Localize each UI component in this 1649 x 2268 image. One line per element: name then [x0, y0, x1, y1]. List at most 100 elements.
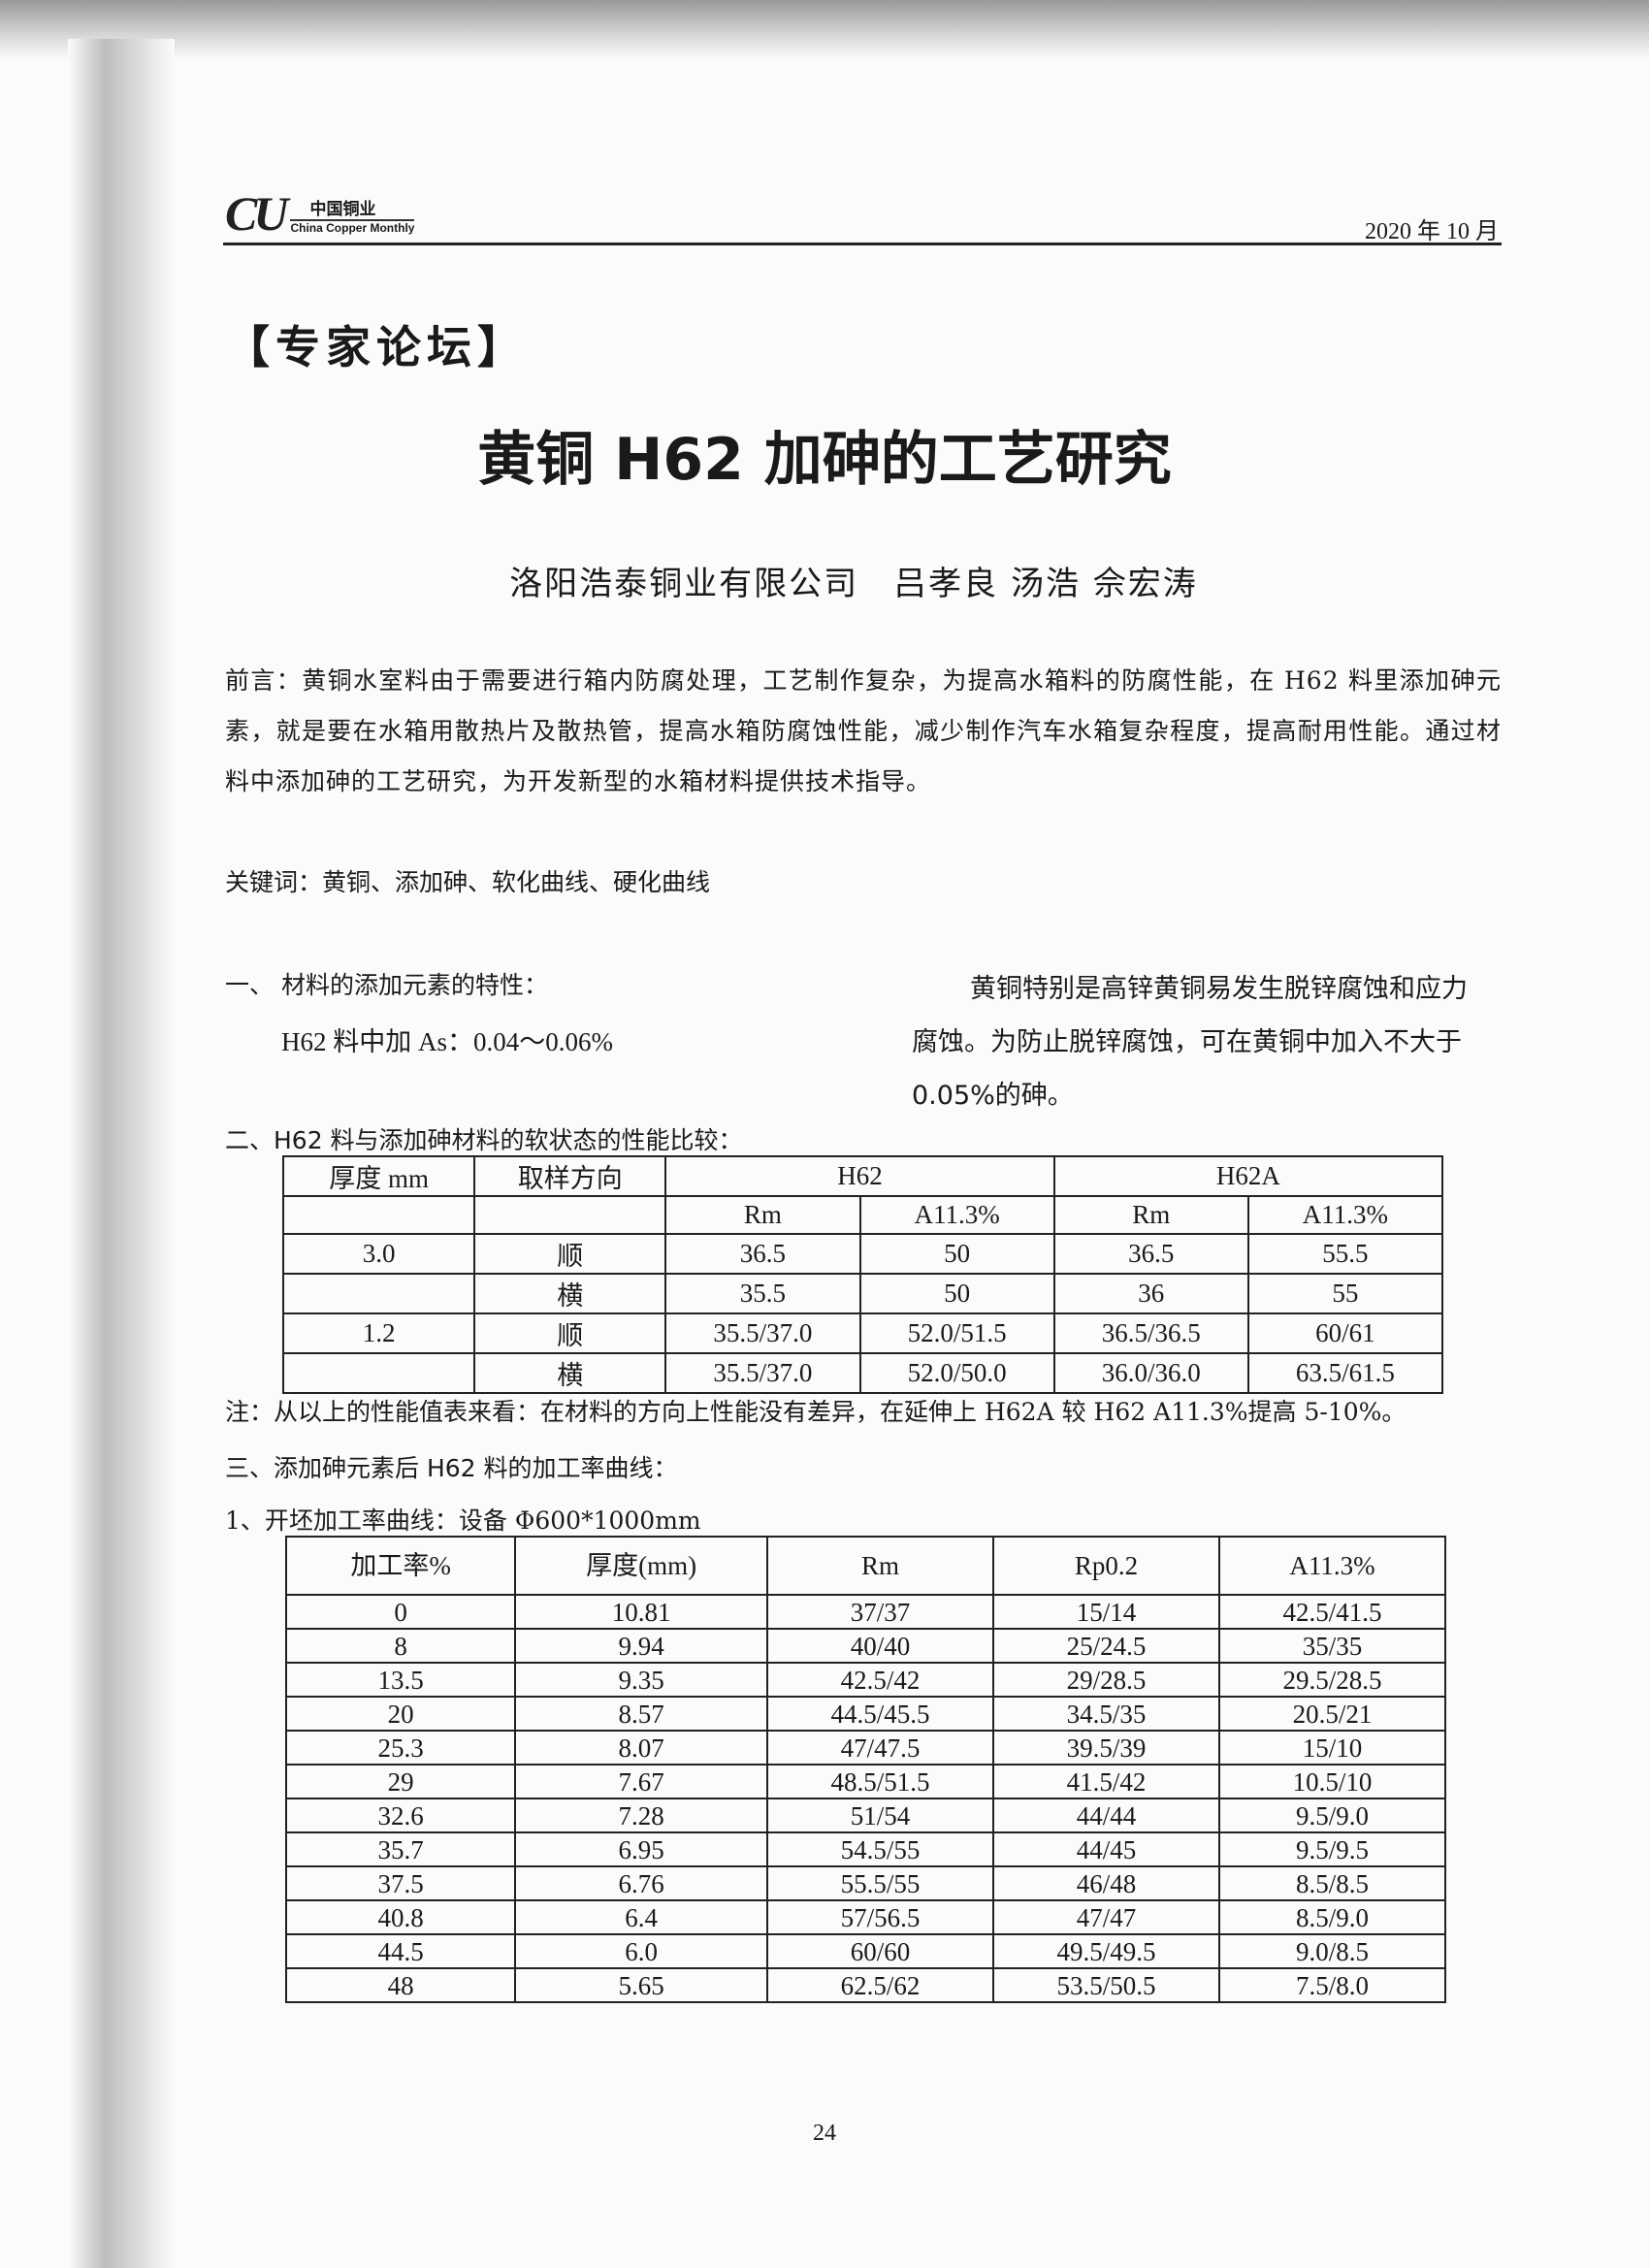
table-row: 25.3 8.07 47/47.5 39.5/39 15/10: [284, 1730, 1447, 1766]
table-cell: 50: [858, 1233, 1055, 1275]
table-row: 32.6 7.28 51/54 44/44 9.5/9.0: [284, 1798, 1447, 1833]
authors: 洛阳浩泰铜业有限公司 吕孝良 汤浩 佘宏涛: [509, 565, 1198, 603]
table-row: 20 8.57 44.5/45.5 34.5/35 20.5/21: [284, 1696, 1447, 1732]
table-cell: 15/10: [1217, 1730, 1447, 1766]
table-cell: 53.5/50.5: [992, 1967, 1220, 2003]
table-row: 40.8 6.4 57/56.5 47/47 8.5/9.0: [284, 1899, 1447, 1935]
table-cell: 62.5/62: [766, 1967, 995, 2003]
table-cell: 63.5/61.5: [1246, 1352, 1444, 1394]
table-row: 48 5.65 62.5/62 53.5/50.5 7.5/8.0: [284, 1967, 1447, 2003]
table-cell: 39.5/39: [992, 1730, 1220, 1766]
logo-cn: 中国铜业: [290, 195, 415, 221]
table-cell: 42.5/42: [766, 1662, 995, 1698]
table-cell: 36.5: [1052, 1233, 1249, 1275]
table-cell: 37.5: [284, 1865, 517, 1901]
table-cell: 60/60: [766, 1933, 995, 1969]
article-title: 黄铜 H62 加砷的工艺研究: [477, 426, 1172, 494]
table-cell: 55: [1246, 1273, 1444, 1314]
header-direction: 取样方向: [473, 1155, 667, 1197]
table-cell: 10.81: [514, 1594, 769, 1630]
table-row: 44.5 6.0 60/60 49.5/49.5 9.0/8.5: [284, 1933, 1447, 1969]
subheader: A11.3%: [858, 1195, 1055, 1235]
table-cell: 8.57: [514, 1696, 769, 1732]
section-1-text: H62 料中加 As：0.04～0.06%: [281, 1027, 613, 1056]
table-cell: 36.5/36.5: [1052, 1312, 1249, 1354]
table-cell: 29/28.5: [992, 1662, 1220, 1698]
table-cell: 57/56.5: [766, 1899, 995, 1935]
table-cell: 36: [1052, 1273, 1249, 1314]
table-cell: 52.0/50.0: [858, 1352, 1055, 1394]
header-h62a: H62A: [1052, 1155, 1444, 1197]
table-cell: 5.65: [514, 1967, 769, 2003]
table-cell: 55.5/55: [766, 1865, 995, 1901]
section-2-heading: 二、H62 料与添加砷材料的软状态的性能比较：: [225, 1126, 743, 1154]
table-cell: 46/48: [992, 1865, 1220, 1901]
table-cell: 8: [284, 1628, 517, 1664]
table-cell: 47/47.5: [766, 1730, 995, 1766]
table-cell: 40.8: [284, 1899, 517, 1935]
table-cell: 50: [858, 1273, 1055, 1314]
table-cell: 9.5/9.5: [1217, 1831, 1447, 1867]
table-cell: 49.5/49.5: [992, 1933, 1220, 1969]
subheader: A11.3%: [1246, 1195, 1444, 1235]
table-cell: 29.5/28.5: [1217, 1662, 1447, 1698]
table-cell: 34.5/35: [992, 1696, 1220, 1732]
table-cell: 42.5/41.5: [1217, 1594, 1447, 1630]
table-cell: 13.5: [284, 1662, 517, 1698]
soft-state-table: 厚度 mm 取样方向 H62 H62A Rm A11.3% Rm A11.3% …: [281, 1155, 1444, 1394]
section-3-heading: 三、添加砷元素后 H62 料的加工率曲线：: [225, 1454, 678, 1482]
table-note: 注：从以上的性能值表来看：在材料的方向上性能没有差异，在延伸上 H62A 较 H…: [225, 1398, 1406, 1426]
column-header: Rp0.2: [992, 1536, 1220, 1596]
table-row: 横 35.5 50 36 55: [281, 1273, 1444, 1314]
table-cell: 35.7: [284, 1831, 517, 1867]
table-cell: 9.94: [514, 1628, 769, 1664]
column-header: 厚度(mm): [514, 1536, 769, 1596]
work-rate-table: 加工率% 厚度(mm) Rm Rp0.2 A11.3% 0 10.81 37/37 15/14…: [284, 1536, 1447, 2003]
blank-cell: [281, 1195, 476, 1235]
table-cell: 15/14: [992, 1594, 1220, 1630]
table-cell: 8.5/9.0: [1217, 1899, 1447, 1935]
table-cell: 1.2: [281, 1312, 476, 1354]
table-row: 35.7 6.95 54.5/55 44/45 9.5/9.5: [284, 1831, 1447, 1867]
table-cell: 35.5/37.0: [664, 1352, 861, 1394]
table-cell: 44.5: [284, 1933, 517, 1969]
table-cell: 29: [284, 1764, 517, 1799]
table-cell: 40/40: [766, 1628, 995, 1664]
table-row: 37.5 6.76 55.5/55 46/48 8.5/8.5: [284, 1865, 1447, 1901]
table-cell: 7.67: [514, 1764, 769, 1799]
column-header: 加工率%: [284, 1536, 517, 1596]
table-row: 1.2 顺 35.5/37.0 52.0/51.5 36.5/36.5 60/61: [281, 1312, 1444, 1354]
logo-mark: CU: [225, 186, 288, 241]
table-cell: 顺: [473, 1233, 667, 1275]
table-cell: 51/54: [766, 1798, 995, 1833]
table-cell: 20.5/21: [1217, 1696, 1447, 1732]
table-cell: 35/35: [1217, 1628, 1447, 1664]
table-cell: 7.28: [514, 1798, 769, 1833]
table-row: 8 9.94 40/40 25/24.5 35/35: [284, 1628, 1447, 1664]
subsection-1-heading: 1、开坯加工率曲线：设备 Φ600*1000mm: [225, 1507, 701, 1535]
table-cell: 6.76: [514, 1865, 769, 1901]
table-row: 3.0 顺 36.5 50 36.5 55.5: [281, 1233, 1444, 1275]
table-cell: 9.0/8.5: [1217, 1933, 1447, 1969]
table-cell: 35.5/37.0: [664, 1312, 861, 1354]
table-cell: 25.3: [284, 1730, 517, 1766]
table-cell: 9.35: [514, 1662, 769, 1698]
table-cell: 6.0: [514, 1933, 769, 1969]
table-cell: 37/37: [766, 1594, 995, 1630]
table-cell: 41.5/42: [992, 1764, 1220, 1799]
table-cell: 32.6: [284, 1798, 517, 1833]
column-header: A11.3%: [1217, 1536, 1447, 1596]
table-cell: 20: [284, 1696, 517, 1732]
table-cell: 6.95: [514, 1831, 769, 1867]
table-cell: 48: [284, 1967, 517, 2003]
table-cell: 44/45: [992, 1831, 1220, 1867]
table-cell: 36.5: [664, 1233, 861, 1275]
issue-date: 2020 年 10 月: [1365, 219, 1499, 244]
logo-en: China Copper Monthly: [290, 221, 415, 235]
table-cell: 横: [473, 1352, 667, 1394]
table-cell: 6.4: [514, 1899, 769, 1935]
table-cell: 3.0: [281, 1233, 476, 1275]
blank-cell: [473, 1195, 667, 1235]
table-cell: 8.07: [514, 1730, 769, 1766]
table-cell: 25/24.5: [992, 1628, 1220, 1664]
